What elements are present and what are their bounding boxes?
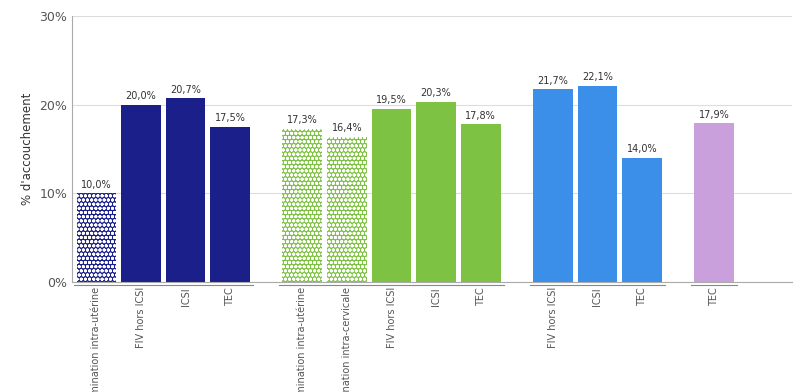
Bar <box>372 109 411 282</box>
Text: 19,5%: 19,5% <box>376 95 407 105</box>
Text: 20,7%: 20,7% <box>170 85 201 95</box>
Text: 22,1%: 22,1% <box>582 72 613 82</box>
Bar <box>622 158 662 282</box>
Bar <box>533 89 573 282</box>
Text: 17,9%: 17,9% <box>698 110 730 120</box>
Bar <box>77 193 116 282</box>
Text: 17,5%: 17,5% <box>214 113 246 123</box>
Bar <box>282 129 322 282</box>
Text: 10,0%: 10,0% <box>81 180 112 190</box>
Text: 17,8%: 17,8% <box>466 111 496 120</box>
Bar <box>327 136 366 282</box>
Bar <box>77 193 116 282</box>
Text: 17,3%: 17,3% <box>287 115 318 125</box>
Bar <box>461 124 501 282</box>
Bar <box>282 129 322 282</box>
Text: 14,0%: 14,0% <box>626 144 658 154</box>
Y-axis label: % d'accouchement: % d'accouchement <box>21 93 34 205</box>
Bar <box>416 102 456 282</box>
Bar <box>210 127 250 282</box>
Bar <box>694 123 734 282</box>
Bar <box>578 86 618 282</box>
Bar <box>327 136 366 282</box>
Text: 16,4%: 16,4% <box>332 123 362 133</box>
Text: 20,3%: 20,3% <box>421 88 451 98</box>
Text: 20,0%: 20,0% <box>126 91 157 101</box>
Bar <box>166 98 206 282</box>
Bar <box>121 105 161 282</box>
Text: 21,7%: 21,7% <box>538 76 568 86</box>
